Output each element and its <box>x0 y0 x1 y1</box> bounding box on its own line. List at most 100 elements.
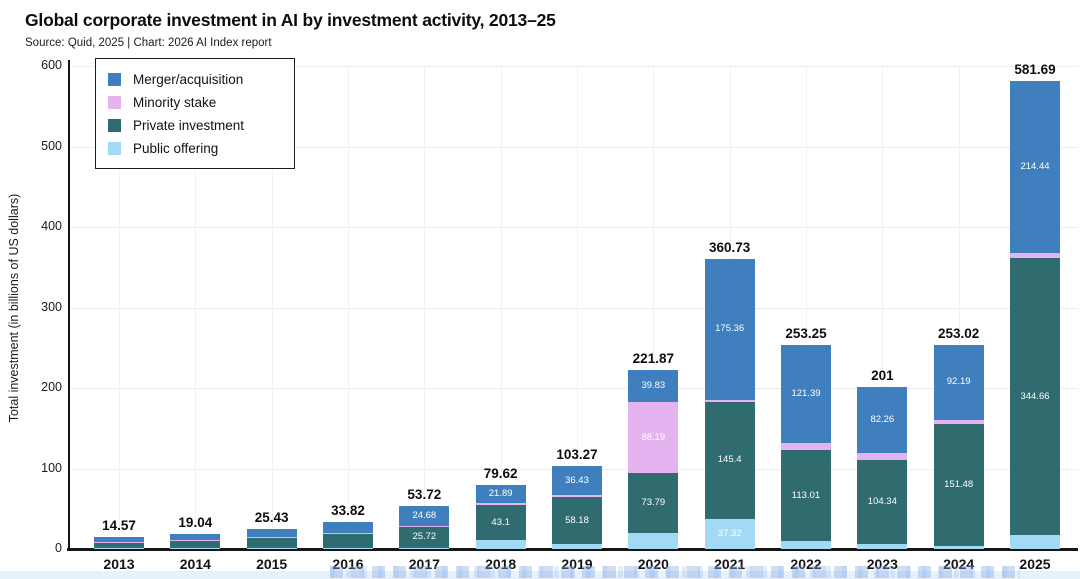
segment-value-label: 175.36 <box>715 323 745 335</box>
bar-segment-minority-stake-2016 <box>322 532 373 535</box>
gridline-v-2013 <box>119 66 120 549</box>
chart-title: Global corporate investment in AI by inv… <box>25 10 556 30</box>
gridline-v-2018 <box>500 66 502 549</box>
x-axis-line <box>67 548 1078 551</box>
chart-source-line: Source: Quid, 2025 | Chart: 2026 AI Inde… <box>25 37 272 49</box>
y-axis-line <box>68 60 70 550</box>
segment-value-label: 88.19 <box>641 431 666 443</box>
bar-segment-merger-acquisition-2013 <box>94 537 144 542</box>
y-tick-100: 100 <box>41 460 62 475</box>
x-tick-2020: 2020 <box>637 556 669 572</box>
segment-value-label: 344.66 <box>1020 390 1050 402</box>
segment-value-label: 145.4 <box>717 454 742 466</box>
total-label-2014: 19.04 <box>178 514 213 530</box>
bar-segment-private-investment-2022 <box>780 450 831 542</box>
bar-segment-minority-stake-2018 <box>475 502 526 506</box>
gridline-v-2014 <box>195 66 197 549</box>
bar-segment-minority-stake-2015 <box>246 536 297 538</box>
bar-segment-merger-acquisition-2023 <box>857 387 908 454</box>
bar-segment-public-offering-2022 <box>780 541 831 549</box>
bar-segment-public-offering-2018 <box>475 539 526 549</box>
bar-segment-public-offering-2016 <box>322 548 373 549</box>
bar-segment-merger-acquisition-2020 <box>628 370 679 403</box>
gridline-v-2024 <box>958 66 960 549</box>
total-label-2013: 14.57 <box>102 518 136 534</box>
total-label-2020: 221.87 <box>632 351 674 367</box>
legend-swatch-public-offering <box>108 142 121 155</box>
y-tick-300: 300 <box>41 299 62 314</box>
bar-segment-merger-acquisition-2025 <box>1009 80 1060 254</box>
gridline-h-400 <box>70 227 1078 228</box>
gridline-h-200 <box>70 388 1078 389</box>
y-tick-200: 200 <box>41 380 62 394</box>
legend-label: Private investment <box>133 118 245 133</box>
bar-segment-public-offering-2023 <box>857 544 908 549</box>
bar-segment-minority-stake-2013 <box>94 541 144 543</box>
segment-value-label: 214.44 <box>1020 161 1050 173</box>
x-tick-2021: 2021 <box>714 556 746 572</box>
segment-value-label: 92.19 <box>946 376 971 388</box>
bar-segment-public-offering-2014 <box>170 548 221 549</box>
segment-value-label: 37.32 <box>717 527 742 539</box>
bar-segment-public-offering-2015 <box>246 548 297 549</box>
total-label-2023: 201 <box>871 368 894 384</box>
y-tick-600: 600 <box>41 58 62 72</box>
legend-item-private-investment: Private investment <box>108 114 284 137</box>
bar-segment-merger-acquisition-2024 <box>933 345 984 420</box>
legend-swatch-minority-stake <box>108 96 121 109</box>
bar-segment-merger-acquisition-2016 <box>322 521 373 533</box>
gridline-v-2016 <box>347 66 349 549</box>
bar-segment-minority-stake-2022 <box>780 442 831 451</box>
bar-segment-private-investment-2014 <box>170 540 221 549</box>
bar-segment-private-investment-2015 <box>246 537 297 549</box>
bar-segment-private-investment-2024 <box>933 424 984 547</box>
y-tick-500: 500 <box>41 138 62 153</box>
gridline-h-500 <box>70 146 1078 148</box>
legend-label: Merger/acquisition <box>133 72 244 87</box>
segment-value-label: 121.39 <box>791 387 821 399</box>
bar-segment-minority-stake-2019 <box>551 495 602 498</box>
segment-value-label: 151.48 <box>944 479 974 491</box>
x-tick-2024: 2024 <box>943 556 975 572</box>
legend-item-minority-stake: Minority stake <box>108 91 284 114</box>
bar-segment-private-investment-2021 <box>704 401 755 519</box>
segment-value-label: 58.18 <box>565 514 589 526</box>
x-tick-2015: 2015 <box>256 556 288 572</box>
bar-segment-public-offering-2013 <box>94 548 144 549</box>
bar-segment-merger-acquisition-2019 <box>551 465 602 496</box>
x-tick-2013: 2013 <box>103 556 135 572</box>
segment-value-label: 43.1 <box>491 516 510 528</box>
x-tick-2023: 2023 <box>866 556 898 572</box>
segment-value-label: 24.68 <box>412 509 437 521</box>
x-tick-2022: 2022 <box>790 556 822 572</box>
total-label-2021: 360.73 <box>709 239 751 255</box>
segment-value-label: 73.79 <box>641 497 666 509</box>
bar-segment-private-investment-2019 <box>551 497 602 544</box>
total-label-2015: 25.43 <box>254 509 289 525</box>
bar-segment-merger-acquisition-2015 <box>246 528 297 537</box>
legend-label: Public offering <box>133 141 219 156</box>
segment-value-label: 113.01 <box>791 489 821 501</box>
segment-value-label: 82.26 <box>870 414 895 426</box>
bar-segment-public-offering-2021 <box>704 518 755 549</box>
bar-segment-merger-acquisition-2018 <box>475 484 526 503</box>
total-label-2018: 79.62 <box>483 465 518 481</box>
legend-box: Merger/acquisition Minority stake Privat… <box>95 58 295 169</box>
segment-value-label: 21.89 <box>488 487 513 499</box>
bar-segment-minority-stake-2017 <box>399 525 450 528</box>
total-label-2019: 103.27 <box>556 446 598 462</box>
bar-segment-private-investment-2018 <box>475 505 526 540</box>
bar-segment-merger-acquisition-2022 <box>780 345 831 443</box>
y-tick-0: 0 <box>55 541 62 555</box>
bar-segment-public-offering-2017 <box>399 547 450 549</box>
segment-value-label: 36.43 <box>565 474 589 486</box>
bar-segment-public-offering-2025 <box>1009 535 1060 549</box>
gridline-v-2022 <box>805 66 807 549</box>
bar-segment-private-investment-2013 <box>94 542 144 549</box>
gridline-v-2017 <box>424 66 426 549</box>
gridline-h-600 <box>70 66 1078 67</box>
y-tick-400: 400 <box>41 219 62 233</box>
bar-segment-private-investment-2025 <box>1009 257 1060 536</box>
segment-value-label: 39.83 <box>641 380 666 392</box>
legend-item-merger-acquisition: Merger/acquisition <box>108 68 284 91</box>
